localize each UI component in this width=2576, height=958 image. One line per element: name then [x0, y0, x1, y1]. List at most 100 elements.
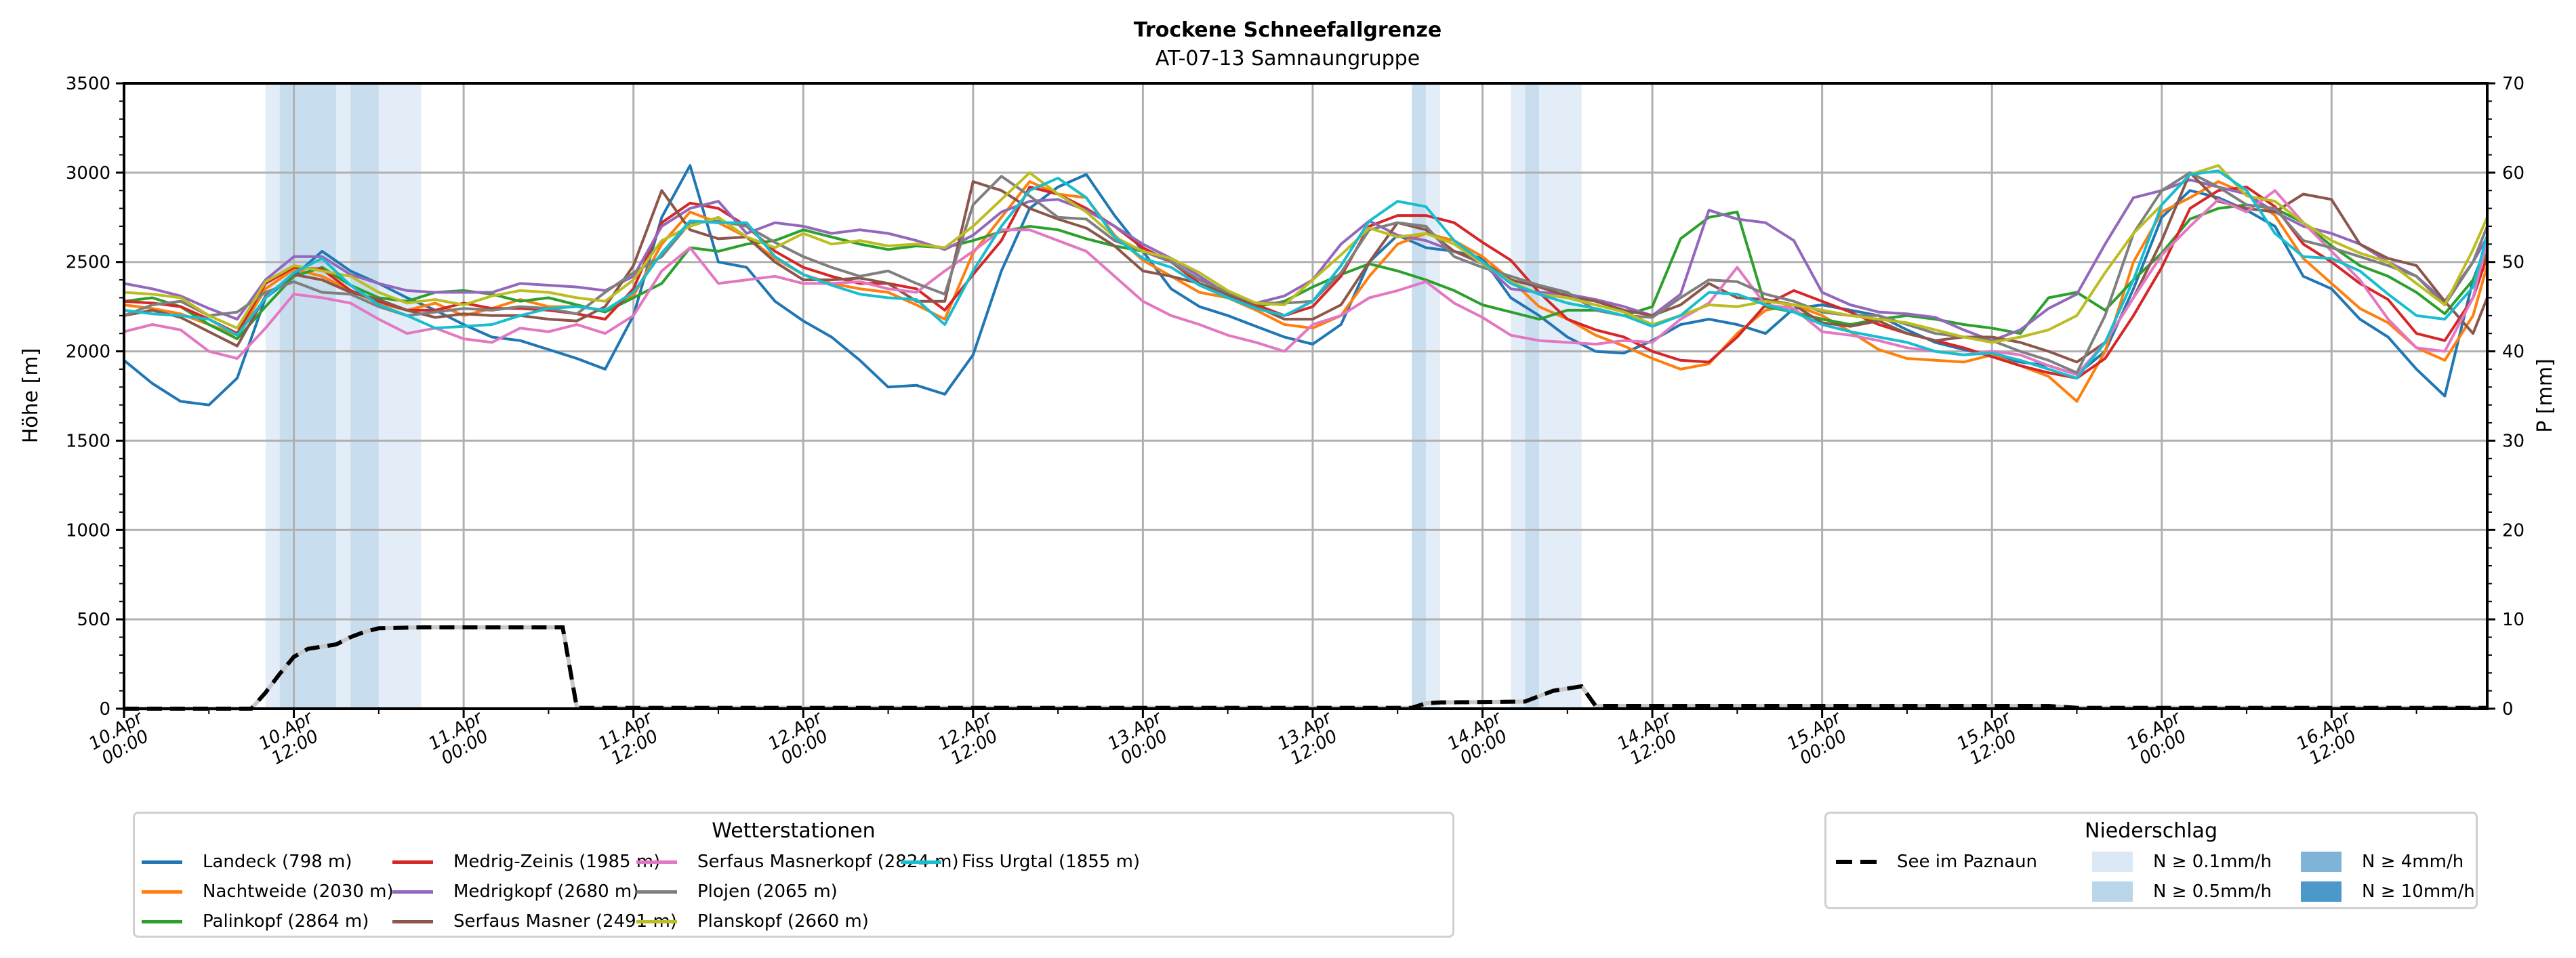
- legend-line-swatch: [142, 890, 182, 894]
- legend-station-label: Planskopf (2660 m): [697, 911, 869, 932]
- y2-tick-label: 60: [2502, 163, 2524, 184]
- precip-band: [265, 83, 280, 709]
- legend-item-precip-1: N ≥ 0.5mm/h: [2092, 880, 2272, 903]
- legend-line-swatch: [392, 890, 433, 894]
- legend-precip: Niederschlag See im Paznaun N ≥ 0.1mm/h …: [1824, 812, 2478, 909]
- precip-swatch-1: [2092, 881, 2133, 902]
- y-tick-label: 500: [77, 610, 110, 630]
- precip-band: [378, 83, 422, 709]
- legend-station-label: Fiss Urgtal (1855 m): [962, 852, 1141, 872]
- precip-band: [1412, 83, 1426, 709]
- y2-tick-label: 0: [2502, 699, 2514, 720]
- legend-precip-label-0: N ≥ 0.1mm/h: [2153, 852, 2272, 872]
- y2-tick-label: 30: [2502, 431, 2524, 451]
- legend-precip-label-1: N ≥ 0.5mm/h: [2153, 881, 2272, 902]
- precip-swatch-3: [2301, 881, 2342, 902]
- legend-station-label: Medrig-Zeinis (1985 m): [453, 852, 661, 872]
- legend-item-station-5: Serfaus Masner (2491 m): [392, 910, 677, 933]
- legend-line-swatch: [636, 890, 677, 894]
- series-line-7: [123, 171, 2489, 375]
- lake-line: [124, 625, 2487, 711]
- legend-item-precip-0: N ≥ 0.1mm/h: [2092, 850, 2272, 873]
- legend-station-label: Palinkopf (2864 m): [203, 911, 369, 932]
- legend-line-swatch: [636, 919, 677, 923]
- precip-band: [279, 83, 337, 709]
- legend-item-station-1: Nachtweide (2030 m): [142, 880, 394, 903]
- legend-item-station-3: Medrig-Zeinis (1985 m): [392, 850, 660, 873]
- legend-station-label: Landeck (798 m): [203, 852, 352, 872]
- precip-band: [1511, 83, 1526, 709]
- legend-line-swatch: [636, 860, 677, 864]
- lake-line-shadow: [124, 625, 2487, 711]
- legend-item-station-8: Planskopf (2660 m): [636, 910, 869, 933]
- y2-tick-label: 70: [2502, 74, 2524, 94]
- y-tick-label: 3500: [66, 74, 110, 94]
- legend-station-label: Plojen (2065 m): [697, 881, 838, 902]
- y2-tick-label: 50: [2502, 253, 2524, 273]
- legend-precip-label-2: N ≥ 4mm/h: [2362, 852, 2464, 872]
- legend-line-swatch: [142, 919, 182, 923]
- legend-precip-label-3: N ≥ 10mm/h: [2362, 881, 2475, 902]
- y-tick-label: 1500: [66, 431, 110, 451]
- series-line-5: [123, 171, 2489, 364]
- precip-band: [1525, 83, 1540, 709]
- y-tick-label: 3000: [66, 163, 110, 184]
- y2-tick-label: 40: [2502, 342, 2524, 362]
- station-series: [123, 164, 2489, 407]
- series-line-0: [123, 164, 2489, 407]
- legend-stations: Wetterstationen Landeck (798 m) Nachtweid…: [133, 812, 1454, 938]
- precip-swatch-2: [2301, 852, 2342, 872]
- legend-item-station-7: Plojen (2065 m): [636, 880, 838, 903]
- y-tick-label: 1000: [66, 520, 110, 541]
- legend-station-label: Medrigkopf (2680 m): [453, 881, 639, 902]
- grid: [123, 82, 2487, 710]
- legend-station-label: Nachtweide (2030 m): [203, 881, 394, 902]
- legend-item-station-4: Medrigkopf (2680 m): [392, 880, 638, 903]
- y-tick-label: 2500: [66, 253, 110, 273]
- legend-line-swatch: [142, 860, 182, 864]
- legend-item-station-0: Landeck (798 m): [142, 850, 352, 873]
- precip-band: [1425, 83, 1440, 709]
- chart-subtitle: AT-07-13 Samnaungruppe: [1156, 47, 1420, 70]
- y2-tick-label: 20: [2502, 520, 2524, 541]
- legend-item-lake: See im Paznaun: [1836, 850, 2037, 873]
- series-line-6: [123, 189, 2489, 376]
- series-line-8: [123, 164, 2489, 344]
- legend-line-swatch: [392, 860, 433, 864]
- chart-title: Trockene Schneefallgrenze: [1134, 18, 1442, 42]
- legend-line-swatch: [392, 919, 433, 923]
- series-line-4: [123, 178, 2489, 342]
- precip-band: [336, 83, 351, 709]
- y2-tick-label: 10: [2502, 610, 2524, 630]
- legend-line-swatch: [901, 860, 941, 864]
- legend-item-station-9: Fiss Urgtal (1855 m): [901, 850, 1140, 873]
- precip-bands: [265, 83, 1582, 709]
- axes: 0 500 1000 1500 2000 2500 3000 3500 0 10 20 30 40 50 6…: [66, 74, 2524, 769]
- legend-item-precip-2: N ≥ 4mm/h: [2301, 850, 2463, 873]
- lake-series: [124, 625, 2487, 711]
- plot-frame: [123, 82, 2489, 710]
- precip-band: [1539, 83, 1582, 709]
- legend-item-precip-3: N ≥ 10mm/h: [2301, 880, 2475, 903]
- legend-precip-title: Niederschlag: [2085, 819, 2217, 843]
- legend-lake-label: See im Paznaun: [1897, 852, 2038, 872]
- legend-stations-title: Wetterstationen: [712, 819, 876, 843]
- precip-band: [350, 83, 379, 709]
- y-tick-label: 0: [99, 699, 110, 720]
- y-tick-label: 2000: [66, 342, 110, 362]
- precip-swatch-0: [2092, 852, 2133, 872]
